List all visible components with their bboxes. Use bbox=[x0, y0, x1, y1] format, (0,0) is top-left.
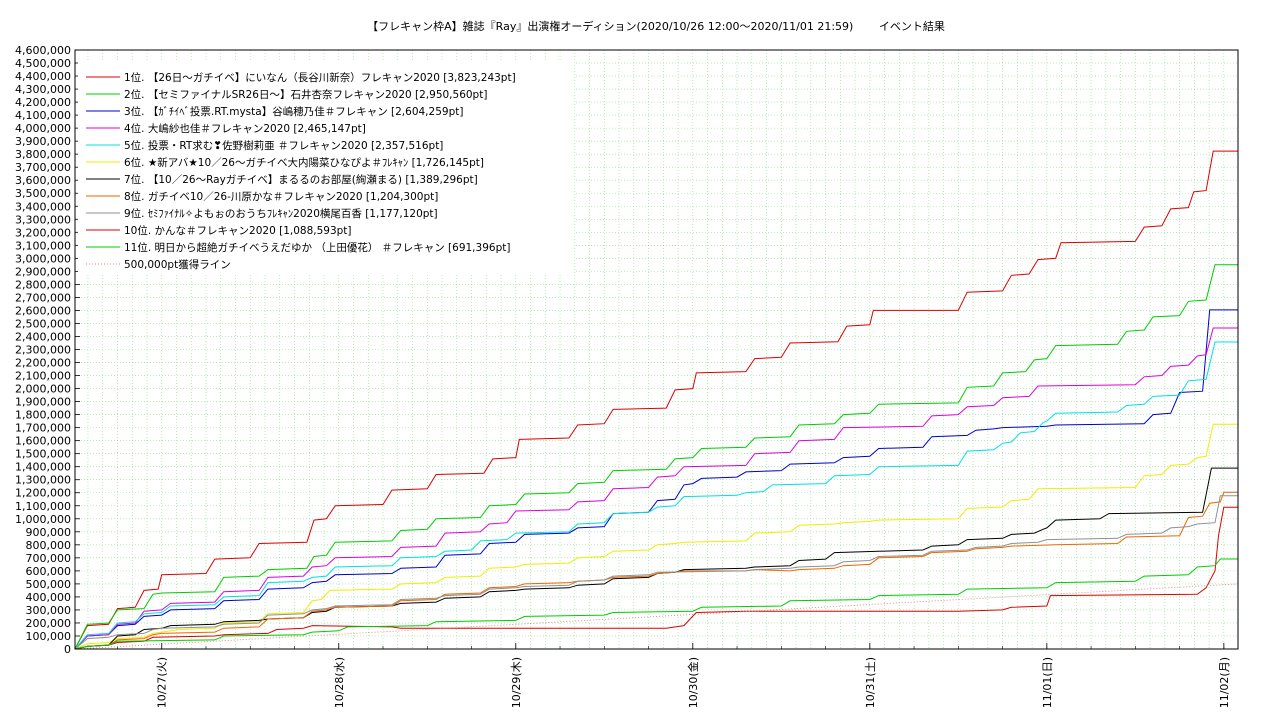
x-tick-label: 10/31(土) bbox=[864, 657, 877, 708]
legend-label-7: 7位. 【10／26〜Rayガチイベ】まるるのお部屋(絢瀬まる) [1,389,… bbox=[124, 173, 478, 186]
legend-box bbox=[78, 60, 574, 275]
series-line-11 bbox=[74, 558, 1238, 650]
y-axis: 0100,000200,000300,000400,000500,000600,… bbox=[15, 44, 80, 656]
y-tick-label: 4,500,000 bbox=[15, 57, 71, 70]
y-tick-label: 3,700,000 bbox=[15, 161, 71, 174]
series-line-2 bbox=[74, 264, 1238, 650]
legend-label-11: 11位. 明日から超絶ガチイベうえだゆか （上田優花） ＃フレキャン [691,… bbox=[124, 241, 510, 254]
y-tick-label: 900,000 bbox=[26, 526, 72, 539]
y-tick-label: 3,200,000 bbox=[15, 226, 71, 239]
y-tick-label: 2,700,000 bbox=[15, 291, 71, 304]
y-tick-label: 2,300,000 bbox=[15, 344, 71, 357]
y-tick-label: 1,100,000 bbox=[15, 500, 71, 513]
y-tick-label: 1,200,000 bbox=[15, 487, 71, 500]
y-tick-label: 200,000 bbox=[26, 617, 72, 630]
y-tick-label: 1,500,000 bbox=[15, 448, 71, 461]
legend-label-5: 5位. 投票・RT求む❣佐野樹莉亜 ＃フレキャン2020 [2,357,516p… bbox=[124, 139, 443, 152]
series-line-10 bbox=[74, 506, 1238, 650]
y-tick-label: 2,100,000 bbox=[15, 370, 71, 383]
legend-label-12: 500,000pt獲得ライン bbox=[124, 258, 231, 271]
y-tick-label: 3,000,000 bbox=[15, 252, 71, 265]
y-tick-label: 700,000 bbox=[26, 552, 72, 565]
legend: 1位. 【26日〜ガチイベ】にいなん（長谷川新奈）フレキャン2020 [3,82… bbox=[78, 60, 574, 275]
y-tick-label: 500,000 bbox=[26, 578, 72, 591]
chart-title: 【フレキャン枠A】雑誌『Ray』出演権オーディション(2020/10/26 12… bbox=[367, 19, 945, 33]
y-tick-label: 600,000 bbox=[26, 565, 72, 578]
y-tick-label: 1,300,000 bbox=[15, 474, 71, 487]
y-tick-label: 2,400,000 bbox=[15, 330, 71, 343]
y-tick-label: 3,500,000 bbox=[15, 187, 71, 200]
y-tick-label: 4,300,000 bbox=[15, 83, 71, 96]
x-tick-label: 10/27(火) bbox=[156, 657, 169, 708]
legend-label-4: 4位. 大嶋紗也佳＃フレキャン2020 [2,465,147pt] bbox=[124, 122, 366, 135]
x-axis: 10/27(火) 10/28(水) 10/29(木) 10/30(金) 10/31(土)… bbox=[117, 643, 1231, 708]
series-line-1 bbox=[74, 150, 1238, 650]
x-tick-label: 11/02(月) bbox=[1218, 657, 1231, 708]
x-tick-label: 10/29(木) bbox=[510, 657, 523, 708]
y-tick-label: 3,900,000 bbox=[15, 135, 71, 148]
y-tick-label: 1,600,000 bbox=[15, 435, 71, 448]
y-tick-label: 1,700,000 bbox=[15, 422, 71, 435]
y-tick-label: 2,900,000 bbox=[15, 265, 71, 278]
y-tick-label: 1,400,000 bbox=[15, 461, 71, 474]
y-tick-label: 4,100,000 bbox=[15, 109, 71, 122]
y-tick-label: 3,600,000 bbox=[15, 174, 71, 187]
y-tick-label: 4,000,000 bbox=[15, 122, 71, 135]
y-tick-label: 4,400,000 bbox=[15, 70, 71, 83]
x-tick-label: 10/28(水) bbox=[333, 657, 346, 708]
y-tick-label: 300,000 bbox=[26, 604, 72, 617]
y-tick-label: 4,200,000 bbox=[15, 96, 71, 109]
legend-label-8: 8位. ガチイベ10／26-川原かな＃フレキャン2020 [1,204,300p… bbox=[124, 190, 438, 203]
y-tick-label: 1,800,000 bbox=[15, 409, 71, 422]
y-tick-label: 0 bbox=[64, 643, 71, 656]
plot-frame bbox=[74, 49, 1239, 650]
y-tick-label: 3,100,000 bbox=[15, 239, 71, 252]
x-tick-label: 10/30(金) bbox=[686, 657, 700, 708]
y-tick-label: 3,800,000 bbox=[15, 148, 71, 161]
y-tick-label: 1,000,000 bbox=[15, 513, 71, 526]
y-tick-label: 2,800,000 bbox=[15, 278, 71, 291]
y-tick-label: 400,000 bbox=[26, 591, 72, 604]
series-lines bbox=[74, 150, 1239, 650]
y-tick-label: 100,000 bbox=[26, 630, 72, 643]
series-line-5 bbox=[74, 341, 1238, 650]
y-tick-label: 1,900,000 bbox=[15, 396, 71, 409]
y-tick-label: 2,000,000 bbox=[15, 383, 71, 396]
y-tick-label: 3,400,000 bbox=[15, 200, 71, 213]
y-tick-label: 2,600,000 bbox=[15, 304, 71, 317]
legend-label-2: 2位. 【セミファイナルSR26日〜】石井杏奈フレキャン2020 [2,950,… bbox=[124, 88, 487, 101]
series-line-12 bbox=[74, 583, 1239, 650]
legend-label-1: 1位. 【26日〜ガチイベ】にいなん（長谷川新奈）フレキャン2020 [3,82… bbox=[124, 71, 516, 84]
y-tick-label: 2,500,000 bbox=[15, 317, 71, 330]
series-line-7 bbox=[74, 467, 1238, 650]
series-line-8 bbox=[74, 491, 1238, 650]
legend-label-3: 3位. 【ｶﾞﾁｲﾍﾞ投票.RT.mysta】谷嶋穂乃佳＃フレキャン [2,60… bbox=[124, 105, 463, 118]
legend-label-6: 6位. ★新アバ★10／26〜ガチイベ大内陽菜ひなぴよ＃ﾌﾚｷｬﾝ [1,726… bbox=[124, 156, 484, 169]
y-tick-label: 3,300,000 bbox=[15, 213, 71, 226]
y-tick-label: 2,200,000 bbox=[15, 357, 71, 370]
y-tick-label: 4,600,000 bbox=[15, 44, 71, 57]
series-line-9 bbox=[74, 495, 1238, 650]
legend-label-9: 9位. ｾﾐﾌｧｲﾅﾙ✧よもぉのおうちﾌﾚｷｬﾝ2020横尾百香 [1,177,… bbox=[124, 207, 438, 220]
series-line-6 bbox=[74, 423, 1238, 650]
x-tick-label: 11/01(日) bbox=[1041, 657, 1054, 708]
y-tick-label: 800,000 bbox=[26, 539, 72, 552]
legend-label-10: 10位. かんな＃フレキャン2020 [1,088,593pt] bbox=[124, 224, 352, 237]
series-line-4 bbox=[74, 327, 1238, 650]
